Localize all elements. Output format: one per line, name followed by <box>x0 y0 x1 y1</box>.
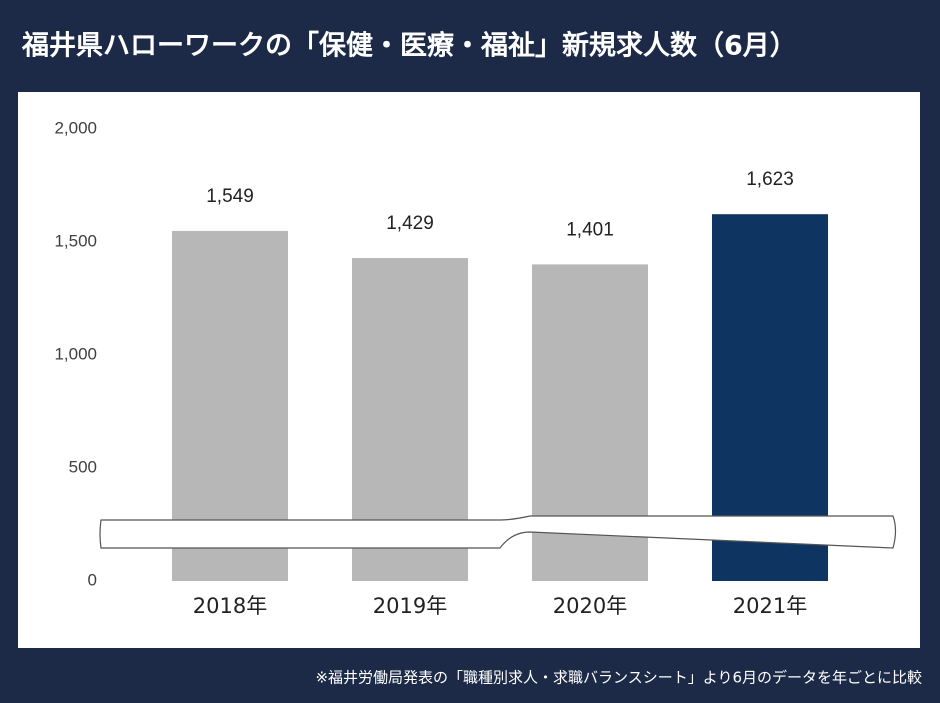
y-tick-label: 1,500 <box>54 231 97 250</box>
y-tick-label: 0 <box>88 570 97 589</box>
y-tick-label: 2,000 <box>54 118 97 137</box>
footnote: ※福井労働局発表の「職種別求人・求職バランスシート」より6月のデータを年ごとに比… <box>315 669 922 687</box>
x-tick-label: 2021年 <box>733 594 807 618</box>
x-tick-label: 2018年 <box>193 594 267 618</box>
value-label: 1,429 <box>386 213 434 234</box>
value-label: 1,549 <box>206 186 254 207</box>
chart-title: 福井県ハローワークの「保健・医療・福祉」新規求人数（6月） <box>21 30 797 62</box>
labels: 0 500 1,000 1,500 2,000 2018年 1,549 2019年 1,429 2… <box>54 118 807 618</box>
x-tick-label: 2020年 <box>553 594 627 618</box>
value-label: 1,623 <box>746 169 794 190</box>
y-tick-label: 1,000 <box>54 344 97 363</box>
value-label: 1,401 <box>566 219 614 240</box>
y-tick-label: 500 <box>69 457 97 476</box>
axis-break <box>99 515 897 549</box>
x-tick-label: 2019年 <box>373 594 447 618</box>
